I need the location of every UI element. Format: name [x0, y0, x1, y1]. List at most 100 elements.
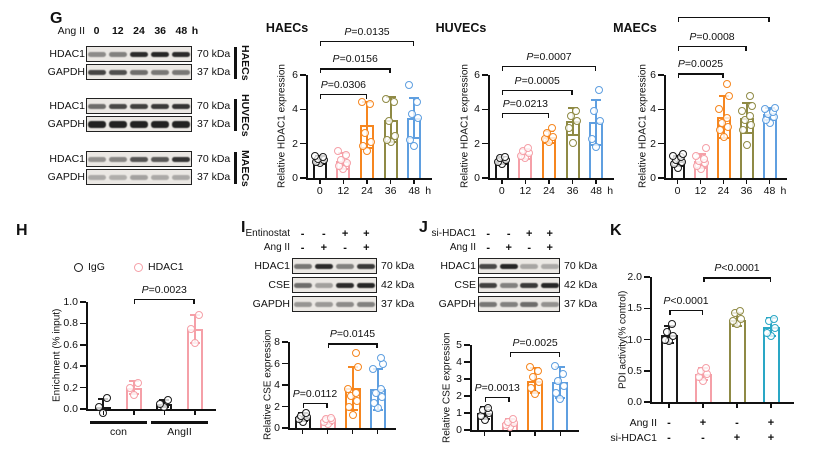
significance-bracket-end: [509, 351, 512, 357]
y-tick-label: 0.2: [63, 381, 78, 394]
data-point: [760, 105, 769, 114]
x-tick: [702, 404, 704, 408]
y-tick-label: 2: [650, 137, 656, 150]
condition-value: -: [701, 432, 705, 444]
y-tick: [644, 401, 650, 403]
significance-bracket-end: [571, 89, 573, 95]
x-tick: [745, 180, 748, 184]
condition-value: -: [735, 417, 739, 429]
data-point: [348, 411, 357, 420]
protein-label: GAPDH: [47, 171, 85, 183]
kda-label: 70 kDa: [197, 100, 231, 112]
condition-value: +: [767, 417, 775, 429]
data-point: [763, 329, 771, 338]
significance-bracket: [484, 396, 510, 399]
condition-value: +: [546, 242, 553, 254]
x-tick-label: 24: [543, 185, 555, 197]
blot-band: [108, 174, 127, 180]
y-tick-label: 1.0: [627, 333, 642, 346]
x-tick-label: 24: [717, 185, 730, 197]
y-axis-label: Relative HDAC1 expression: [276, 64, 288, 189]
y-tick-label: 6: [474, 69, 480, 81]
blot-band: [357, 282, 376, 288]
condition-row-label: si-HDAC1: [431, 228, 476, 239]
significance-bracket: [501, 65, 597, 68]
data-point: [390, 131, 399, 140]
blot-box: [478, 258, 560, 274]
data-point: [554, 376, 563, 385]
blot-band: [151, 51, 170, 57]
data-point: [669, 332, 677, 341]
condition-value: -: [506, 228, 511, 240]
x-tick: [376, 430, 379, 434]
protein-label: HDAC1: [440, 260, 476, 272]
blot-band: [172, 103, 191, 109]
y-tick-label: 2: [274, 400, 280, 413]
x-tick: [133, 411, 135, 415]
y-tick-label: 8: [274, 336, 280, 348]
y-tick-label: 0: [456, 424, 462, 436]
blot-band: [108, 69, 127, 75]
significance-bracket: [677, 45, 747, 48]
data-point: [406, 136, 415, 145]
data-point: [508, 415, 517, 424]
condition-value: +: [341, 228, 349, 240]
data-point: [724, 92, 733, 101]
data-point: [543, 129, 551, 138]
chart-maecs-hdac1: 0 2 4 6 Relative HDAC1 expression MAECs 0 12 24 3…: [613, 8, 810, 206]
y-axis-label: PDI activity(% control): [617, 290, 629, 389]
x-tick: [768, 180, 771, 184]
data-point: [534, 366, 543, 375]
x-tick: [301, 430, 304, 434]
x-tick: [548, 180, 550, 184]
blot-band: [540, 282, 559, 288]
error-bar-cap: [409, 97, 420, 100]
x-tick-label: 0: [674, 185, 681, 197]
data-point: [592, 143, 601, 152]
significance-bracket-end: [722, 73, 724, 79]
data-point: [723, 122, 732, 131]
blot-timepoint: 48: [175, 25, 188, 37]
p-value-label: P=0.0005: [514, 74, 560, 87]
condition-row-label: Entinostat: [245, 228, 290, 239]
westernblot-sihdac1: si-HDAC1- - + + Ang II - + - + HDAC1 70 kDa CSE 42 k…: [420, 226, 605, 320]
protein-label: GAPDH: [47, 118, 85, 130]
significance-bracket-end: [501, 65, 504, 71]
kda-label: 42 kDa: [381, 279, 415, 291]
y-tick: [282, 362, 288, 365]
group-underline: [90, 421, 147, 424]
data-point: [156, 399, 165, 408]
data-point: [596, 117, 605, 126]
error-bar-cap: [567, 134, 578, 137]
y-tick: [658, 142, 664, 145]
data-point: [571, 107, 580, 116]
x-tick-label: 48: [408, 185, 421, 197]
x-tick: [676, 180, 679, 184]
blot-band: [130, 69, 148, 75]
x-tick-label: 0: [498, 185, 505, 197]
significance-bracket-end: [193, 298, 195, 304]
blot-band: [108, 120, 127, 128]
blot-box: [478, 296, 560, 312]
significance-bracket-end: [133, 298, 136, 304]
data-point: [343, 385, 352, 394]
y-tick: [282, 405, 288, 408]
y-tick: [80, 344, 86, 346]
blot-band: [87, 51, 106, 57]
blot-band: [172, 156, 191, 162]
p-value-label: P=0.0213: [502, 97, 549, 110]
condition-value: +: [320, 242, 328, 254]
x-tick: [736, 404, 738, 408]
significance-bracket-end: [594, 65, 597, 71]
data-point: [737, 107, 746, 116]
y-tick-label: 1.0: [63, 296, 78, 308]
data-point: [742, 141, 751, 150]
significance-bracket-end: [389, 68, 391, 74]
y-axis: [650, 277, 652, 404]
x-tick: [559, 432, 562, 436]
protein-label: GAPDH: [252, 298, 290, 310]
legend-label: IgG: [88, 261, 105, 273]
y-tick-label: 0.5: [627, 364, 642, 377]
p-value-label: P<0.0001: [714, 262, 760, 274]
chart-cse-entinostat: 0 2 4 6 8 Relative CSE expression P=0.0112 P=0.…: [245, 215, 425, 472]
